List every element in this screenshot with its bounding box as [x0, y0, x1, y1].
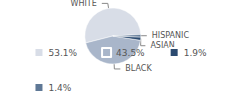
svg-text:WHITE: WHITE [71, 0, 97, 8]
svg-text:53.1%: 53.1% [48, 48, 77, 58]
svg-text:1.4%: 1.4% [48, 83, 71, 93]
svg-text:BLACK: BLACK [125, 64, 152, 73]
svg-text:ASIAN: ASIAN [150, 41, 175, 51]
svg-text:1.9%: 1.9% [184, 48, 207, 58]
svg-text:43.5%: 43.5% [116, 48, 145, 58]
svg-text:HISPANIC: HISPANIC [152, 31, 190, 40]
